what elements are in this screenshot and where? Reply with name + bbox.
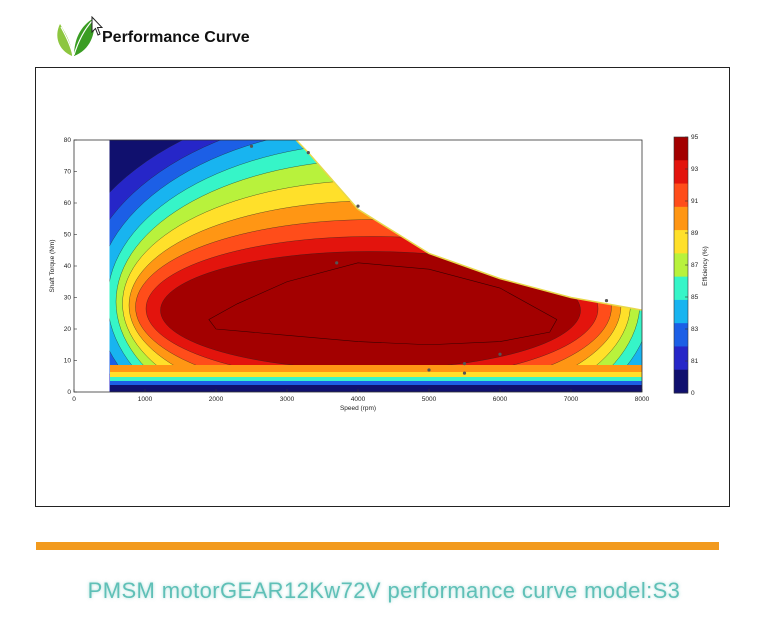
x-tick-label: 0 xyxy=(72,396,76,403)
data-point xyxy=(604,299,609,303)
colorbar-segment xyxy=(674,137,688,161)
efficiency-map-chart: 0 1000 2000 3000 4000 5000 6000 7000 8000 0 10 20 3… xyxy=(49,134,709,412)
data-point xyxy=(356,204,360,208)
colorbar-segment xyxy=(674,206,688,231)
x-tick-label: 3000 xyxy=(280,396,295,403)
colorbar-segment xyxy=(674,346,688,371)
colorbar-segment xyxy=(674,276,688,301)
page-title: Performance Curve xyxy=(102,29,250,46)
y-tick-label: 0 xyxy=(67,389,71,396)
y-tick-label: 50 xyxy=(64,232,72,239)
colorbar: 95 93 91 89 87 85 83 81 0 xyxy=(673,134,699,397)
max-efficiency-region xyxy=(208,262,558,346)
colorbar-tick-label: 93 xyxy=(691,166,699,173)
colorbar-tick-label: 95 xyxy=(691,134,699,141)
plot-area xyxy=(73,139,643,393)
colorbar-segment xyxy=(674,299,688,324)
y-tick-label: 10 xyxy=(64,358,72,365)
low-torque-bands xyxy=(110,365,642,392)
colorbar-label: Efficiency (%) xyxy=(702,246,709,286)
x-tick-label: 1000 xyxy=(138,396,153,403)
colorbar-segment xyxy=(674,323,688,347)
y-tick-label: 30 xyxy=(64,295,72,302)
data-point xyxy=(427,368,431,372)
y-tick-label: 60 xyxy=(64,200,72,207)
colorbar-tick-label: 91 xyxy=(691,198,699,205)
leaf-logo-icon xyxy=(57,18,95,57)
colorbar-segment xyxy=(674,160,688,185)
x-axis-label: Speed (rpm) xyxy=(340,405,376,412)
header: Performance Curve xyxy=(52,10,352,60)
x-tick-label: 6000 xyxy=(493,396,508,403)
caption: PMSM motorGEAR12Kw72V performance curve … xyxy=(87,578,681,603)
x-axis: 0 1000 2000 3000 4000 5000 6000 7000 8000 xyxy=(72,389,650,403)
orange-divider xyxy=(36,542,719,550)
chart-frame: 0 1000 2000 3000 4000 5000 6000 7000 8000 0 10 20 3… xyxy=(35,67,730,507)
colorbar-segment xyxy=(674,369,688,394)
y-tick-label: 40 xyxy=(64,263,72,270)
data-point xyxy=(462,362,467,366)
y-tick-label: 80 xyxy=(64,137,72,144)
x-tick-label: 8000 xyxy=(635,396,650,403)
colorbar-segment xyxy=(674,230,688,254)
x-tick-label: 2000 xyxy=(209,396,224,403)
colorbar-tick-label: 89 xyxy=(691,230,699,237)
x-tick-label: 5000 xyxy=(422,396,437,403)
data-point xyxy=(335,261,339,265)
colorbar-tick-label: 0 xyxy=(691,390,695,397)
y-axis-label: Shaft Torque (Nm) xyxy=(49,240,56,293)
measurement-points xyxy=(249,144,609,375)
x-tick-label: 4000 xyxy=(351,396,366,403)
data-point xyxy=(249,144,254,148)
colorbar-tick-label: 81 xyxy=(691,358,699,365)
mouse-pointer-icon xyxy=(91,16,103,36)
colorbar-tick-label: 83 xyxy=(691,326,699,333)
data-point xyxy=(462,371,467,375)
data-point xyxy=(498,352,502,356)
colorbar-segment xyxy=(674,253,688,278)
data-point xyxy=(306,151,310,155)
torque-envelope-line xyxy=(295,140,642,311)
colorbar-tick-label: 87 xyxy=(691,262,699,269)
y-tick-label: 70 xyxy=(64,169,72,176)
colorbar-segment xyxy=(674,183,688,208)
colorbar-tick-label: 85 xyxy=(691,294,699,301)
y-tick-label: 20 xyxy=(64,326,72,333)
y-axis: 0 10 20 30 40 50 60 70 80 xyxy=(64,137,77,396)
x-tick-label: 7000 xyxy=(564,396,579,403)
